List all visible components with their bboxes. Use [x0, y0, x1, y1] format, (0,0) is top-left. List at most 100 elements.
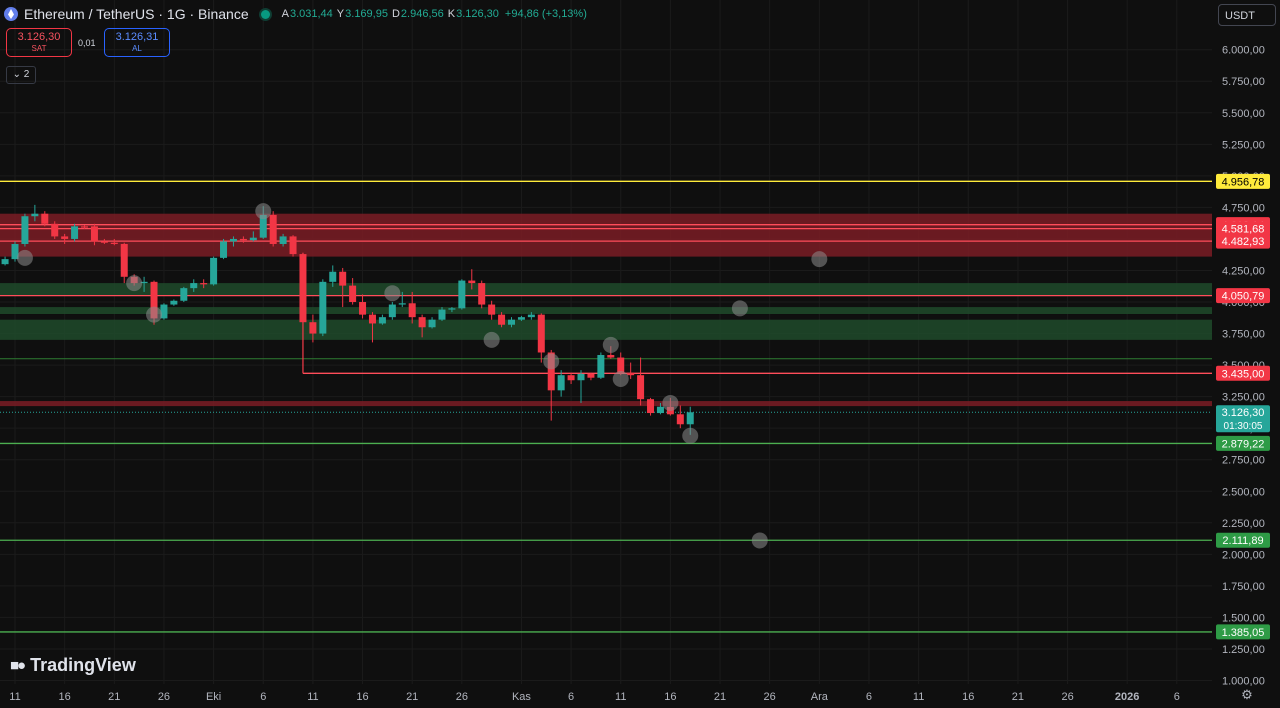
- level-price-tag: [1216, 624, 1270, 640]
- x-tick-label: 21: [108, 691, 120, 703]
- x-tick-label: Kas: [512, 691, 531, 703]
- level-price-tag: [1216, 221, 1270, 237]
- buy-price: 3.126,31: [115, 31, 159, 43]
- candle-up: [557, 375, 565, 391]
- x-tick-label: 26: [764, 691, 776, 703]
- candle-up: [279, 236, 287, 244]
- symbol-header[interactable]: Ethereum / TetherUS · 1G · Binance A 3.03…: [4, 5, 587, 23]
- high-value: 3.169,95: [345, 8, 388, 20]
- gear-icon[interactable]: ⚙: [1241, 687, 1253, 702]
- y-tick-label: 5.500,00: [1222, 108, 1265, 120]
- candle-down: [150, 281, 158, 319]
- candle-up: [259, 214, 267, 238]
- candle-down: [90, 226, 98, 242]
- low-key: D: [391, 8, 400, 20]
- candle-down: [368, 314, 376, 324]
- candle-up: [210, 257, 218, 285]
- candle-up: [180, 288, 188, 301]
- horizontal-levels[interactable]: [0, 180, 1212, 633]
- level-price-tag: [1216, 288, 1270, 304]
- y-tick-label: 5.750,00: [1222, 76, 1265, 88]
- y-tick-label: 2.250,00: [1222, 518, 1265, 530]
- candle-down: [647, 399, 655, 414]
- circle-marker: [612, 370, 629, 387]
- level-price-tag-label: 2.879,22: [1222, 438, 1265, 450]
- candle-up: [527, 314, 535, 318]
- candle-up: [517, 317, 525, 320]
- indicators-toggle-button[interactable]: ⌄ 2: [6, 66, 36, 84]
- candle-up: [1, 259, 9, 265]
- buy-label: AL: [132, 44, 142, 53]
- countdown-label: 01:30:05: [1224, 421, 1263, 432]
- circle-marker: [682, 427, 699, 444]
- circle-marker: [126, 275, 143, 292]
- change-value: +94,86 (+3,13%): [504, 8, 587, 20]
- x-tick-label: 26: [1061, 691, 1073, 703]
- candle-down: [239, 238, 247, 241]
- candle-down: [309, 322, 317, 334]
- x-tick-label: 11: [913, 691, 924, 703]
- candle-up: [428, 319, 436, 328]
- y-tick-label: 4.250,00: [1222, 265, 1265, 277]
- candle-down: [269, 214, 277, 244]
- time-axis[interactable]: 11 16 21 26 Eki 6 11 16 21 26 Kas 6 11 16 21 26 Ara 6 11 16…: [9, 691, 1180, 703]
- candle-down: [81, 226, 89, 228]
- candle-down: [41, 213, 49, 224]
- x-tick-label: 26: [456, 691, 468, 703]
- candle-up: [329, 271, 337, 282]
- sell-button[interactable]: 3.126,30 SAT: [6, 28, 72, 57]
- candle-down: [468, 280, 476, 284]
- candle-up: [597, 355, 605, 378]
- candle-down: [418, 317, 426, 328]
- x-tick-label: 6: [866, 691, 872, 703]
- candle-down: [498, 314, 506, 325]
- candle-up: [190, 283, 198, 289]
- circle-marker: [543, 353, 560, 370]
- buy-button[interactable]: 3.126,31 AL: [104, 28, 170, 57]
- x-tick-label: 16: [962, 691, 974, 703]
- candle-up: [170, 300, 178, 305]
- candle-up: [686, 412, 694, 425]
- candle-down: [478, 283, 486, 305]
- candle-up: [448, 308, 456, 310]
- candle-up: [508, 319, 515, 325]
- grid-lines: [0, 0, 1212, 684]
- circle-marker: [483, 331, 500, 348]
- indicators-count: 2: [23, 69, 30, 80]
- circle-marker: [384, 285, 401, 302]
- open-key: A: [281, 8, 289, 20]
- circle-markers: [16, 203, 828, 549]
- level-price-tag-label: 4.482,93: [1222, 236, 1265, 248]
- symbol-title[interactable]: Ethereum / TetherUS · 1G · Binance: [24, 6, 249, 22]
- candle-up: [388, 304, 396, 318]
- level-price-tag: [1216, 233, 1270, 249]
- circle-marker: [602, 336, 619, 353]
- open-value: 3.031,44: [289, 8, 333, 20]
- x-tick-label: 16: [356, 691, 368, 703]
- tradingview-logo-text: TradingView: [30, 654, 136, 675]
- candle-down: [537, 314, 545, 353]
- close-key: K: [447, 8, 456, 20]
- current-price-tag: [1216, 405, 1270, 433]
- candle-down: [339, 271, 347, 286]
- y-tick-label: 2.750,00: [1222, 455, 1265, 467]
- currency-button[interactable]: USDT: [1218, 4, 1276, 26]
- y-tick-label: 2.500,00: [1222, 486, 1265, 498]
- candle-up: [458, 280, 466, 309]
- current-price-tag-label: 3.126,30: [1222, 407, 1265, 419]
- candle-down: [120, 243, 128, 277]
- sell-label: SAT: [31, 44, 47, 53]
- candle-down: [110, 242, 118, 244]
- market-status-icon: [260, 9, 270, 19]
- candle-down: [567, 375, 575, 381]
- x-tick-label: 11: [9, 691, 20, 703]
- resistance-zone: [0, 213, 1212, 257]
- level-price-tag: [1216, 435, 1270, 451]
- support-zone: [0, 307, 1212, 315]
- candle-up: [378, 317, 386, 324]
- level-price-tag-label: 2.111,89: [1222, 535, 1263, 547]
- candle-down: [408, 303, 416, 318]
- close-value: 3.126,30: [456, 8, 499, 20]
